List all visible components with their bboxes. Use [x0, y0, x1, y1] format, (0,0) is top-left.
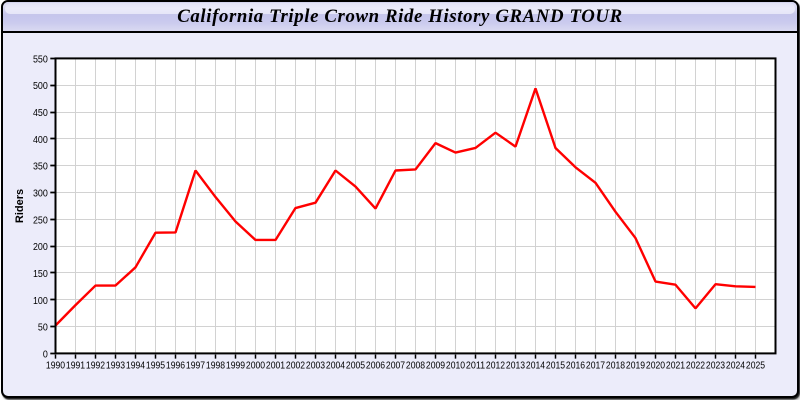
svg-text:2025: 2025 [746, 361, 765, 372]
svg-text:0: 0 [43, 349, 48, 360]
svg-text:450: 450 [33, 108, 48, 119]
svg-text:2003: 2003 [306, 361, 325, 372]
svg-text:2017: 2017 [586, 361, 605, 372]
svg-text:1993: 1993 [106, 361, 125, 372]
svg-text:2019: 2019 [626, 361, 645, 372]
svg-text:1991: 1991 [66, 361, 85, 372]
svg-text:2005: 2005 [346, 361, 365, 372]
svg-text:2014: 2014 [526, 361, 545, 372]
svg-text:2008: 2008 [406, 361, 425, 372]
svg-text:2020: 2020 [646, 361, 665, 372]
svg-text:2002: 2002 [286, 361, 305, 372]
svg-text:2021: 2021 [666, 361, 685, 372]
svg-text:550: 550 [33, 54, 48, 65]
svg-text:1995: 1995 [146, 361, 165, 372]
svg-text:100: 100 [33, 296, 48, 307]
svg-text:300: 300 [33, 188, 48, 199]
svg-text:1994: 1994 [126, 361, 145, 372]
svg-text:2023: 2023 [706, 361, 725, 372]
svg-text:1999: 1999 [226, 361, 245, 372]
svg-text:50: 50 [38, 323, 48, 334]
svg-text:2004: 2004 [326, 361, 345, 372]
svg-text:2015: 2015 [546, 361, 565, 372]
svg-text:2016: 2016 [566, 361, 585, 372]
svg-text:1997: 1997 [186, 361, 205, 372]
svg-text:1992: 1992 [86, 361, 105, 372]
svg-text:Riders: Riders [14, 189, 26, 223]
svg-text:2007: 2007 [386, 361, 405, 372]
svg-text:2024: 2024 [726, 361, 745, 372]
svg-text:250: 250 [33, 215, 48, 226]
svg-text:2010: 2010 [446, 361, 465, 372]
svg-text:150: 150 [33, 269, 48, 280]
svg-text:400: 400 [33, 135, 48, 146]
svg-text:1990: 1990 [46, 361, 65, 372]
svg-text:2009: 2009 [426, 361, 445, 372]
svg-text:2006: 2006 [366, 361, 385, 372]
svg-text:2022: 2022 [686, 361, 705, 372]
svg-text:1998: 1998 [206, 361, 225, 372]
svg-text:500: 500 [33, 81, 48, 92]
svg-text:2000: 2000 [246, 361, 265, 372]
svg-text:2013: 2013 [506, 361, 525, 372]
svg-text:2012: 2012 [486, 361, 505, 372]
svg-text:200: 200 [33, 242, 48, 253]
svg-text:2011: 2011 [466, 361, 485, 372]
svg-text:2018: 2018 [606, 361, 625, 372]
svg-text:2001: 2001 [266, 361, 285, 372]
svg-text:350: 350 [33, 162, 48, 173]
svg-text:1996: 1996 [166, 361, 185, 372]
